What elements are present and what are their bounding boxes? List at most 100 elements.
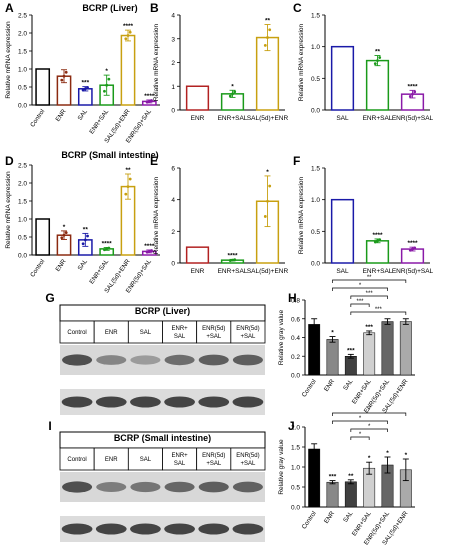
data-point: [376, 59, 379, 62]
data-point: [373, 240, 377, 244]
x-tick-label: SAL: [342, 510, 355, 524]
lane-label: +SAL: [240, 334, 256, 340]
data-point: [147, 250, 151, 253]
panel-letter: I: [48, 419, 51, 433]
data-point: [124, 37, 128, 41]
y-tick-label: 0.8: [291, 298, 300, 305]
x-tick-label: Control: [301, 510, 318, 530]
lane-label: +SAL: [240, 461, 256, 467]
lane-label: SAL: [140, 457, 152, 463]
x-tick-label: SAL: [77, 108, 90, 122]
comparison-bracket: [350, 428, 388, 432]
bar: [120, 34, 136, 106]
y-axis-label: Relative mRNA expression: [153, 23, 160, 101]
blot-band: [164, 481, 195, 493]
y-axis-label: Relative gray value: [278, 439, 285, 495]
significance-label: *: [105, 68, 108, 75]
y-tick-label: 0.5: [291, 485, 300, 492]
lane-label: ENR+: [171, 326, 188, 332]
bar: [185, 246, 210, 264]
lane-label: ENR: [105, 457, 118, 463]
data-point: [150, 249, 153, 252]
blot-title: BCRP (Small intestine): [114, 433, 211, 443]
data-point: [147, 100, 151, 103]
blot-band-control: [95, 396, 127, 408]
bar: [185, 85, 210, 111]
comparison-bracket: [350, 295, 388, 299]
blot-band: [198, 481, 229, 493]
x-tick-label: ENR: [54, 108, 68, 123]
data-point: [408, 248, 412, 252]
blot-panel-g: G BCRP (Liver) Control ENR SAL ENR+ SAL ENR(5d)…: [45, 291, 266, 415]
y-tick-label: 0.4: [291, 335, 300, 342]
panel-letter: G: [45, 291, 54, 305]
y-tick-label: 0: [171, 261, 175, 268]
bar: [365, 59, 390, 111]
data-point: [145, 250, 149, 254]
data-point: [408, 95, 412, 98]
data-point: [231, 258, 234, 262]
blot-band: [96, 482, 127, 492]
blot-title: BCRP (Liver): [135, 306, 190, 316]
significance-label: ****: [102, 240, 113, 247]
comparison-bracket: [350, 436, 370, 440]
lane-label: ENR+: [171, 453, 188, 459]
x-tick-label: SAL(5d)+ENR: [247, 115, 289, 122]
x-tick-label: ENR+SAL: [88, 108, 110, 136]
data-point: [81, 88, 85, 92]
data-point: [228, 94, 232, 98]
lane-label: +SAL: [206, 334, 222, 340]
chart-title: BCRP (Liver): [82, 3, 137, 13]
bar: [344, 356, 357, 376]
significance-label: ***: [347, 347, 355, 354]
lane-label: ENR(5d): [202, 326, 225, 332]
data-point: [378, 56, 382, 59]
bar: [326, 339, 339, 376]
data-point: [263, 44, 267, 47]
comparison-bracket: [332, 420, 388, 424]
y-tick-label: 2.5: [18, 13, 27, 20]
x-tick-label: SAL: [342, 378, 355, 392]
data-point: [128, 177, 132, 181]
y-tick-label: 1.5: [18, 49, 27, 56]
significance-label: ***: [82, 80, 90, 87]
bar: [35, 68, 51, 106]
panel-letter: C: [293, 1, 302, 15]
bar: [365, 240, 390, 264]
y-tick-label: 4: [171, 13, 175, 20]
significance-label: ****: [144, 93, 155, 100]
y-tick-label: 1.0: [311, 197, 320, 204]
significance-label: **: [265, 18, 271, 25]
lane-label: ENR(5d): [236, 326, 259, 332]
blot-panel-i: I BCRP (Small intestine) Control ENR SAL ENR+…: [48, 419, 266, 542]
data-point: [373, 62, 377, 66]
bar: [344, 481, 357, 508]
significance-label: *: [331, 330, 334, 337]
data-point: [62, 74, 66, 78]
x-tick-label: ENR+SAL: [218, 268, 248, 275]
data-point: [105, 83, 109, 87]
blot-strip-control: [60, 516, 265, 542]
bracket-label: ***: [356, 299, 364, 305]
blot-band-control: [198, 396, 230, 408]
x-tick-label: ENR+SAL: [363, 115, 393, 122]
y-tick-label: 0.0: [18, 103, 27, 110]
chart-panel-c: C 0.0 0.5 1.0 1.5 Relative mRNA expression SAL…: [293, 1, 434, 122]
bar: [399, 321, 412, 376]
blot-band: [198, 354, 229, 366]
y-tick-label: 0.5: [311, 76, 320, 83]
y-tick-label: 6: [171, 166, 175, 173]
bar: [308, 448, 321, 508]
y-tick-label: 1: [171, 84, 175, 91]
bracket-label: ***: [366, 291, 374, 297]
data-point: [86, 234, 89, 238]
x-tick-label: ENR: [323, 378, 337, 393]
y-tick-label: 0.0: [18, 253, 27, 260]
chart-panel-j: J 0.0 0.5 1.0 1.5 2.0 Relative gray value Contr…: [278, 408, 415, 546]
data-point: [124, 192, 128, 196]
y-tick-label: 0.5: [311, 229, 320, 236]
x-tick-label: ENR+SAL: [363, 268, 393, 275]
significance-label: *: [386, 450, 389, 457]
y-tick-label: 0.0: [291, 373, 300, 380]
x-tick-label: ENR(5d)+SAL: [392, 115, 434, 122]
